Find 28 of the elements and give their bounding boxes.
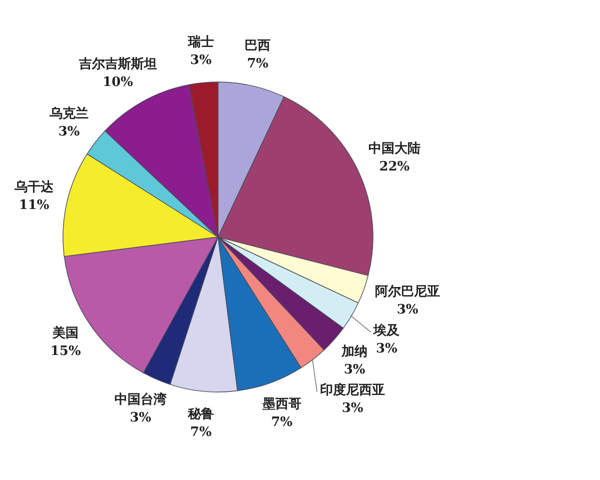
data-label: 3% bbox=[344, 362, 366, 378]
slice-label: 埃及 bbox=[372, 322, 401, 338]
slice-label: 中国台湾 bbox=[114, 392, 167, 408]
slice-label: 乌克兰 bbox=[48, 105, 89, 122]
slice-label: 美国 bbox=[52, 325, 79, 342]
slice-label: 印度尼西亚 bbox=[320, 382, 386, 398]
slice-label: 墨西哥 bbox=[261, 396, 302, 412]
data-label: 7% bbox=[271, 414, 294, 430]
data-label: 10% bbox=[102, 75, 134, 90]
data-label: 22% bbox=[379, 159, 410, 174]
data-label: 7% bbox=[190, 425, 212, 440]
data-label: 3% bbox=[376, 341, 398, 356]
data-label: 15% bbox=[50, 344, 82, 360]
slice-label: 吉尔吉斯斯坦 bbox=[78, 57, 157, 72]
data-label: 3% bbox=[130, 410, 152, 426]
slice-label: 乌干达 bbox=[14, 180, 55, 196]
data-label: 11% bbox=[18, 198, 50, 214]
data-label: 3% bbox=[58, 124, 80, 140]
slice-label: 加纳 bbox=[340, 344, 368, 360]
data-label: 3% bbox=[342, 400, 364, 416]
slice-label: 瑞士 bbox=[186, 34, 214, 50]
data-label: 7% bbox=[247, 56, 270, 72]
slice-label: 阿尔巴尼亚 bbox=[375, 284, 440, 300]
slice-label: 中国大陆 bbox=[368, 141, 420, 156]
data-label: 3% bbox=[190, 52, 212, 68]
slice-label: 秘鲁 bbox=[186, 406, 214, 422]
slice-label: 巴西 bbox=[244, 38, 271, 54]
data-label: 3% bbox=[396, 302, 419, 318]
